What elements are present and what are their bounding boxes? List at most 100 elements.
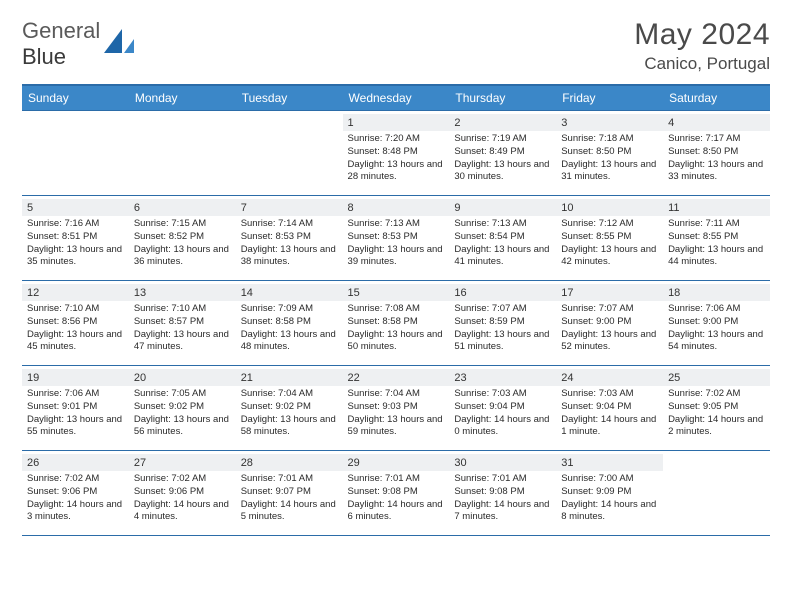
weekday-monday: Monday: [129, 85, 236, 111]
daylight-text: Daylight: 13 hours and 44 minutes.: [668, 244, 765, 270]
day-number: 5: [22, 199, 129, 216]
day-number: 30: [449, 454, 556, 471]
sunrise-text: Sunrise: 7:17 AM: [668, 133, 765, 146]
day-number: 3: [556, 114, 663, 131]
day-details: Sunrise: 7:06 AMSunset: 9:00 PMDaylight:…: [668, 303, 765, 354]
day-details: Sunrise: 7:16 AMSunset: 8:51 PMDaylight:…: [27, 218, 124, 269]
sunset-text: Sunset: 8:50 PM: [561, 146, 658, 159]
daylight-text: Daylight: 13 hours and 42 minutes.: [561, 244, 658, 270]
day-cell: 24Sunrise: 7:03 AMSunset: 9:04 PMDayligh…: [556, 366, 663, 451]
brand-part2: Blue: [22, 44, 66, 69]
sunset-text: Sunset: 9:02 PM: [241, 401, 338, 414]
day-details: Sunrise: 7:05 AMSunset: 9:02 PMDaylight:…: [134, 388, 231, 439]
daylight-text: Daylight: 14 hours and 1 minute.: [561, 414, 658, 440]
day-cell: [663, 451, 770, 536]
day-number: 12: [22, 284, 129, 301]
day-cell: 21 Sunrise: 7:04 AMSunset: 9:02 PMDayligh…: [236, 366, 343, 451]
day-number: 22: [343, 369, 450, 386]
day-cell: 9Sunrise: 7:13 AMSunset: 8:54 PMDaylight…: [449, 196, 556, 281]
day-cell: 25 Sunrise: 7:02 AMSunset: 9:05 PMDayligh…: [663, 366, 770, 451]
weekday-tuesday: Tuesday: [236, 85, 343, 111]
sunrise-text: Sunrise: 7:07 AM: [454, 303, 551, 316]
daylight-text: Daylight: 13 hours and 31 minutes.: [561, 159, 658, 185]
day-cell: 4Sunrise: 7:17 AMSunset: 8:50 PMDaylight…: [663, 111, 770, 196]
daylight-text: Daylight: 13 hours and 41 minutes.: [454, 244, 551, 270]
day-details: Sunrise: 7:17 AMSunset: 8:50 PMDaylight:…: [668, 133, 765, 184]
daylight-text: Daylight: 14 hours and 2 minutes.: [668, 414, 765, 440]
daylight-text: Daylight: 13 hours and 52 minutes.: [561, 329, 658, 355]
week-row: 5 Sunrise: 7:16 AMSunset: 8:51 PMDaylight…: [22, 196, 770, 281]
day-number: 25: [663, 369, 770, 386]
daylight-text: Daylight: 13 hours and 58 minutes.: [241, 414, 338, 440]
sunset-text: Sunset: 8:58 PM: [348, 316, 445, 329]
day-number: 20: [129, 369, 236, 386]
day-details: Sunrise: 7:13 AMSunset: 8:53 PMDaylight:…: [348, 218, 445, 269]
daylight-text: Daylight: 13 hours and 38 minutes.: [241, 244, 338, 270]
location: Canico, Portugal: [634, 54, 770, 74]
day-cell: 10Sunrise: 7:12 AMSunset: 8:55 PMDayligh…: [556, 196, 663, 281]
day-number: 15: [343, 284, 450, 301]
calendar-body: 1Sunrise: 7:20 AMSunset: 8:48 PMDaylight…: [22, 111, 770, 536]
day-number: 1: [343, 114, 450, 131]
day-cell: 13Sunrise: 7:10 AMSunset: 8:57 PMDayligh…: [129, 281, 236, 366]
sunrise-text: Sunrise: 7:10 AM: [27, 303, 124, 316]
day-cell: 22Sunrise: 7:04 AMSunset: 9:03 PMDayligh…: [343, 366, 450, 451]
sunset-text: Sunset: 8:52 PM: [134, 231, 231, 244]
daylight-text: Daylight: 14 hours and 5 minutes.: [241, 499, 338, 525]
daylight-text: Daylight: 13 hours and 54 minutes.: [668, 329, 765, 355]
day-details: Sunrise: 7:03 AMSunset: 9:04 PMDaylight:…: [454, 388, 551, 439]
sunrise-text: Sunrise: 7:15 AM: [134, 218, 231, 231]
daylight-text: Daylight: 14 hours and 7 minutes.: [454, 499, 551, 525]
day-number: 23: [449, 369, 556, 386]
sunrise-text: Sunrise: 7:07 AM: [561, 303, 658, 316]
week-row: 1Sunrise: 7:20 AMSunset: 8:48 PMDaylight…: [22, 111, 770, 196]
day-cell: 31Sunrise: 7:00 AMSunset: 9:09 PMDayligh…: [556, 451, 663, 536]
day-details: Sunrise: 7:09 AMSunset: 8:58 PMDaylight:…: [241, 303, 338, 354]
sunset-text: Sunset: 8:58 PM: [241, 316, 338, 329]
day-details: Sunrise: 7:06 AMSunset: 9:01 PMDaylight:…: [27, 388, 124, 439]
day-number: 8: [343, 199, 450, 216]
day-cell: 30Sunrise: 7:01 AMSunset: 9:08 PMDayligh…: [449, 451, 556, 536]
day-number: 21: [236, 369, 343, 386]
daylight-text: Daylight: 13 hours and 55 minutes.: [27, 414, 124, 440]
sunrise-text: Sunrise: 7:02 AM: [668, 388, 765, 401]
day-details: Sunrise: 7:04 AMSunset: 9:02 PMDaylight:…: [241, 388, 338, 439]
day-details: Sunrise: 7:02 AMSunset: 9:06 PMDaylight:…: [27, 473, 124, 524]
sunrise-text: Sunrise: 7:03 AM: [454, 388, 551, 401]
day-details: Sunrise: 7:03 AMSunset: 9:04 PMDaylight:…: [561, 388, 658, 439]
sunset-text: Sunset: 8:50 PM: [668, 146, 765, 159]
day-cell: 19Sunrise: 7:06 AMSunset: 9:01 PMDayligh…: [22, 366, 129, 451]
day-number: 7: [236, 199, 343, 216]
day-details: Sunrise: 7:07 AMSunset: 9:00 PMDaylight:…: [561, 303, 658, 354]
day-details: Sunrise: 7:19 AMSunset: 8:49 PMDaylight:…: [454, 133, 551, 184]
sunset-text: Sunset: 8:59 PM: [454, 316, 551, 329]
day-cell: [22, 111, 129, 196]
day-number: 17: [556, 284, 663, 301]
sunrise-text: Sunrise: 7:08 AM: [348, 303, 445, 316]
sunset-text: Sunset: 9:03 PM: [348, 401, 445, 414]
day-details: Sunrise: 7:01 AMSunset: 9:07 PMDaylight:…: [241, 473, 338, 524]
sunset-text: Sunset: 9:05 PM: [668, 401, 765, 414]
day-cell: 11Sunrise: 7:11 AMSunset: 8:55 PMDayligh…: [663, 196, 770, 281]
sunrise-text: Sunrise: 7:02 AM: [134, 473, 231, 486]
sunset-text: Sunset: 8:49 PM: [454, 146, 551, 159]
day-cell: 7 Sunrise: 7:14 AMSunset: 8:53 PMDaylight…: [236, 196, 343, 281]
day-cell: 14Sunrise: 7:09 AMSunset: 8:58 PMDayligh…: [236, 281, 343, 366]
sunrise-text: Sunrise: 7:09 AM: [241, 303, 338, 316]
daylight-text: Daylight: 13 hours and 51 minutes.: [454, 329, 551, 355]
weekday-thursday: Thursday: [449, 85, 556, 111]
daylight-text: Daylight: 13 hours and 33 minutes.: [668, 159, 765, 185]
sunset-text: Sunset: 9:06 PM: [134, 486, 231, 499]
sunset-text: Sunset: 8:53 PM: [241, 231, 338, 244]
day-details: Sunrise: 7:14 AMSunset: 8:53 PMDaylight:…: [241, 218, 338, 269]
daylight-text: Daylight: 13 hours and 59 minutes.: [348, 414, 445, 440]
day-details: Sunrise: 7:02 AMSunset: 9:05 PMDaylight:…: [668, 388, 765, 439]
sunset-text: Sunset: 9:09 PM: [561, 486, 658, 499]
weekday-friday: Friday: [556, 85, 663, 111]
day-details: Sunrise: 7:10 AMSunset: 8:57 PMDaylight:…: [134, 303, 231, 354]
sunrise-text: Sunrise: 7:01 AM: [454, 473, 551, 486]
daylight-text: Daylight: 14 hours and 3 minutes.: [27, 499, 124, 525]
calendar-page: General Blue May 2024 Canico, Portugal S…: [0, 0, 792, 546]
sunset-text: Sunset: 9:00 PM: [561, 316, 658, 329]
sunset-text: Sunset: 8:57 PM: [134, 316, 231, 329]
